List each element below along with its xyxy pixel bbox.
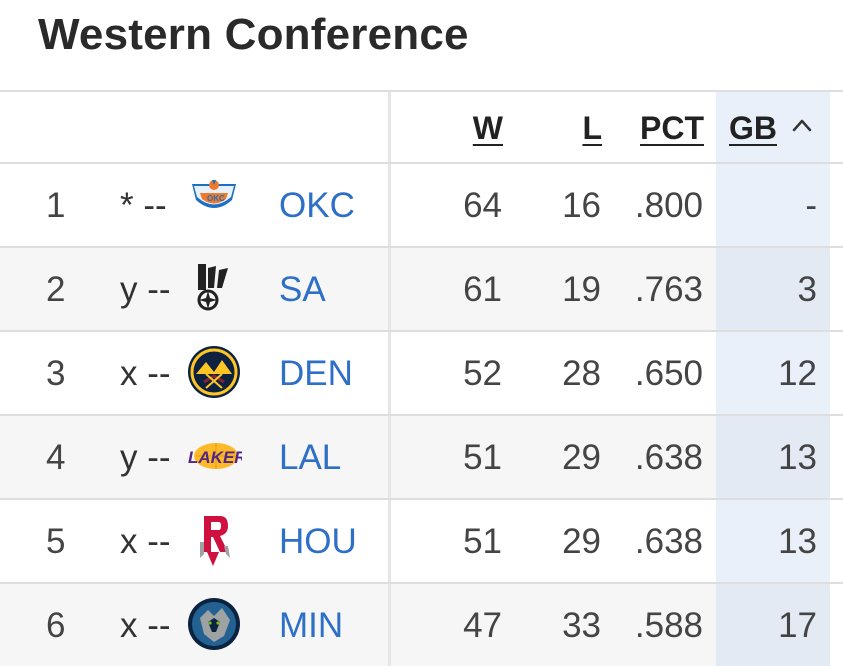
gb-cell-bg: [716, 332, 830, 414]
column-header-gb[interactable]: GB: [729, 110, 777, 146]
table-header: W L PCT: [0, 90, 843, 162]
gb-value: 17: [778, 606, 817, 645]
column-header-w[interactable]: W: [472, 110, 503, 146]
nuggets-logo-icon: [188, 346, 240, 398]
status-cell: x --: [120, 522, 171, 561]
team-link[interactable]: DEN: [279, 354, 353, 393]
column-header-l[interactable]: L: [582, 110, 602, 146]
row-divider: [0, 90, 843, 92]
losses-cell: 16: [562, 186, 601, 225]
sort-ascending-icon[interactable]: [790, 114, 814, 136]
row-divider: [0, 246, 843, 248]
gb-value: -: [805, 186, 817, 225]
wins-cell: 52: [463, 354, 502, 393]
wins-cell: 61: [463, 270, 502, 309]
lakers-logo-icon: LAKERS: [188, 443, 242, 469]
svg-text:LAKERS: LAKERS: [188, 448, 242, 467]
rank-cell: 2: [46, 270, 66, 309]
rank-cell: 4: [46, 438, 66, 477]
table-row[interactable]: 1 * -- OKC OKC 64 16 .800: [0, 164, 843, 246]
pct-cell: .800: [634, 186, 703, 225]
row-divider: [0, 414, 843, 416]
row-divider: [0, 330, 843, 332]
thunder-logo-icon: OKC: [192, 180, 236, 208]
column-header-pct[interactable]: PCT: [640, 110, 704, 146]
table-row[interactable]: 2 y -- SA 61 19 .763: [0, 248, 843, 330]
spurs-logo-icon: [197, 264, 228, 311]
pct-cell: .650: [634, 354, 703, 393]
timberwolves-logo-icon: [188, 598, 240, 650]
right-edge: [830, 90, 843, 666]
gb-value: 13: [778, 438, 817, 477]
team-link[interactable]: HOU: [279, 522, 357, 561]
table-row[interactable]: 3 x -- DEN 52 28 .650: [0, 332, 843, 414]
pct-cell: .588: [634, 606, 703, 645]
wins-cell: 64: [463, 186, 502, 225]
column-divider: [388, 90, 391, 666]
rank-cell: 3: [46, 354, 66, 393]
gb-header-bg: [716, 90, 830, 162]
table-row[interactable]: 5 x -- HOU 51 29 .638: [0, 500, 843, 582]
table-row[interactable]: 6 x -- MIN 47 33 .588: [0, 584, 843, 666]
team-link[interactable]: OKC: [279, 186, 355, 225]
gb-value: 12: [778, 354, 817, 393]
svg-text:OKC: OKC: [207, 194, 225, 203]
team-link[interactable]: SA: [279, 270, 326, 309]
pct-cell: .638: [634, 522, 703, 561]
pct-cell: .763: [634, 270, 703, 309]
status-cell: x --: [120, 354, 171, 393]
table-row[interactable]: 4 y -- LAKERS LAL 51 29 .638: [0, 416, 843, 498]
page-title: Western Conference: [38, 10, 469, 59]
losses-cell: 33: [562, 606, 601, 645]
row-divider: [0, 162, 843, 164]
wins-cell: 51: [463, 522, 502, 561]
gb-value: 13: [778, 522, 817, 561]
row-divider: [0, 498, 843, 500]
team-link[interactable]: MIN: [279, 606, 344, 645]
status-cell: y --: [120, 438, 171, 477]
losses-cell: 28: [562, 354, 601, 393]
gb-cell-bg: [716, 500, 830, 582]
pct-cell: .638: [634, 438, 703, 477]
rank-cell: 6: [46, 606, 66, 645]
gb-value: 3: [797, 270, 817, 309]
gb-cell-bg: [716, 164, 830, 246]
wins-cell: 47: [463, 606, 502, 645]
gb-cell-bg: [716, 248, 830, 330]
losses-cell: 29: [562, 522, 601, 561]
rockets-logo-icon: [200, 516, 230, 566]
gb-cell-bg: [716, 416, 830, 498]
team-link[interactable]: LAL: [279, 438, 342, 477]
gb-cell-bg: [716, 584, 830, 666]
status-cell: * --: [120, 186, 167, 225]
status-cell: y --: [120, 270, 171, 309]
losses-cell: 29: [562, 438, 601, 477]
rank-cell: 1: [46, 186, 66, 225]
losses-cell: 19: [562, 270, 601, 309]
wins-cell: 51: [463, 438, 502, 477]
status-cell: x --: [120, 606, 171, 645]
row-divider: [0, 582, 843, 584]
rank-cell: 5: [46, 522, 66, 561]
